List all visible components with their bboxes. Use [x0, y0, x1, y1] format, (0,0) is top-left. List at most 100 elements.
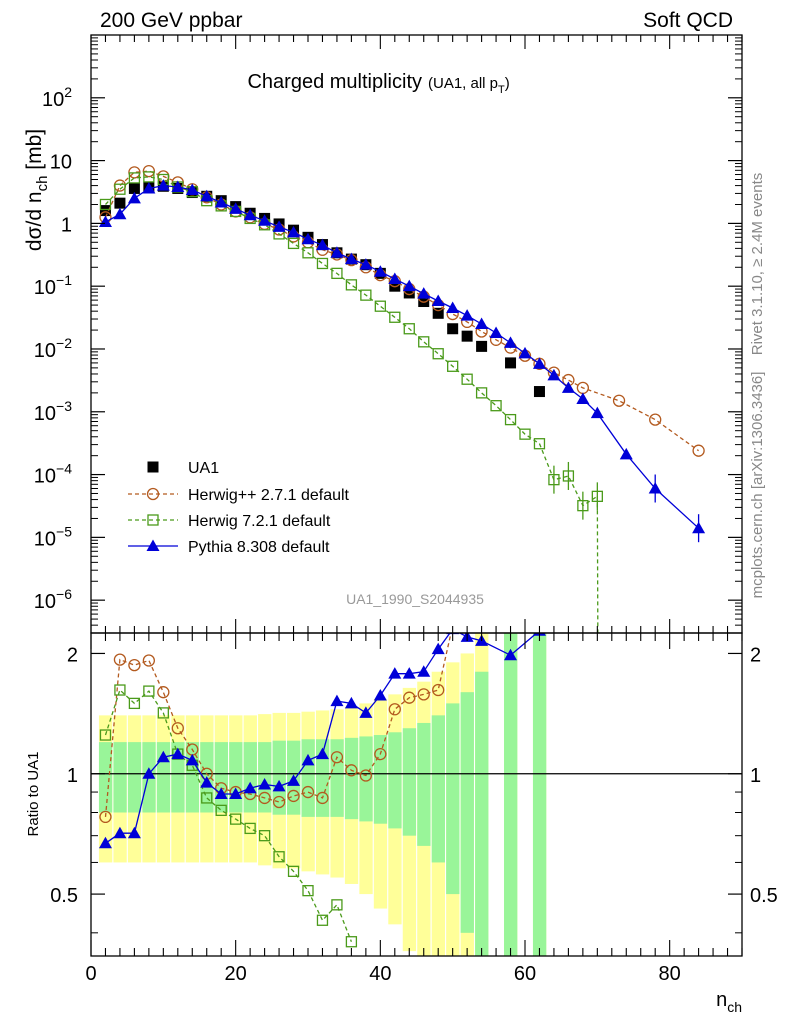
- band-inner-segment: [417, 722, 431, 846]
- header-left: 200 GeV ppbar: [100, 9, 242, 32]
- pythia-ratio-point: [127, 826, 141, 839]
- data-point: [99, 205, 111, 217]
- pythia-point: [417, 287, 431, 299]
- data-point: [432, 307, 444, 319]
- band-inner-segment: [258, 742, 272, 813]
- y-tick-label: 102: [42, 84, 72, 111]
- pythia-point: [547, 368, 561, 381]
- pythia-point: [489, 326, 503, 338]
- herwig7-point: [490, 400, 502, 412]
- ratio-axes: 0.5 0.51 12 20 20 40 60 80: [50, 633, 778, 985]
- y-tick-label: 10−5: [34, 523, 72, 550]
- pythia-ratio-point: [301, 753, 315, 766]
- x-axis-label: nch: [716, 989, 742, 1015]
- pythia-ratio-point: [200, 776, 214, 788]
- herwig7-point: [475, 387, 488, 399]
- pythia-point: [561, 381, 575, 393]
- herwig7-point: [302, 247, 314, 259]
- pythia-point: [315, 238, 329, 251]
- pythia-point: [388, 272, 402, 285]
- y-tick-label: 1: [61, 214, 72, 236]
- herwig7-point: [316, 257, 329, 270]
- band-inner-segment: [113, 742, 127, 813]
- y-tick-label: 10−6: [34, 586, 72, 613]
- band-inner-segment: [330, 739, 344, 817]
- x-tick-label: 60: [514, 963, 536, 985]
- pythia-ratio-point: [185, 753, 199, 766]
- pythia-point: [344, 252, 358, 265]
- y-tick-base: 10: [34, 340, 56, 362]
- ratio-y-axis-label: Ratio to UA1: [25, 751, 42, 836]
- herwigpp-point: [692, 444, 705, 457]
- pythia-point: [431, 294, 445, 307]
- herwig7-legend-marker: [147, 514, 159, 526]
- herwig7-legend-label: Herwig 7.2.1 default: [188, 513, 331, 530]
- herwigpp-ratio-point: [345, 764, 358, 777]
- band-inner-segment: [344, 737, 359, 820]
- band-inner-segment: [388, 732, 402, 829]
- ratio-frame: [90, 632, 743, 957]
- band-inner-segment: [359, 736, 373, 822]
- band-inner-segment: [301, 739, 315, 817]
- band-inner-segment: [373, 735, 388, 824]
- header-right: Soft QCD: [643, 9, 733, 32]
- side-label-top: Rivet 3.1.10, ≥ 2.4M events: [749, 173, 766, 356]
- pythia-point: [142, 181, 156, 194]
- y-tick-label: 10: [50, 152, 72, 174]
- y-tick-exp: 2: [64, 84, 72, 100]
- herwig7-point: [114, 183, 126, 195]
- herwigpp-point: [142, 164, 156, 178]
- herwig7-point: [504, 413, 517, 426]
- chart-title-note-end: ): [505, 75, 510, 92]
- band-inner-segment: [475, 671, 489, 956]
- x-tick-label: 20: [225, 963, 247, 985]
- x-tick-label: 80: [659, 963, 681, 985]
- y-tick-base: 10: [34, 403, 56, 425]
- herwigpp-ratio-point: [113, 653, 127, 666]
- chart-title-note-text: (UA1, all p: [428, 75, 498, 92]
- band-inner-segment: [504, 633, 518, 956]
- analysis-watermark: UA1_1990_S2044935: [346, 591, 484, 607]
- data-point: [418, 296, 430, 308]
- chart-title-note-sub: T: [498, 84, 505, 96]
- data-point: [114, 197, 126, 209]
- ratio-y-tick-label-right: 1: [750, 765, 761, 787]
- herwigpp-ratio-point: [171, 722, 184, 735]
- data-point: [403, 287, 415, 299]
- ratio-uncertainty-band: [98, 633, 547, 956]
- band-inner-segment: [532, 633, 547, 956]
- y-tick-exp: −5: [56, 523, 72, 539]
- chart-title: Charged multiplicity: [247, 71, 422, 93]
- herwig7-ratio-point: [287, 865, 300, 877]
- herwigpp-ratio-point: [316, 791, 329, 805]
- pythia-ratio-point: [171, 747, 185, 760]
- pythia-ratio-point: [98, 836, 112, 849]
- pythia-ratio-point: [344, 696, 358, 709]
- herwigpp-ratio-point: [301, 785, 315, 799]
- herwig7-ratio-point: [316, 914, 329, 926]
- x-tick-label: 40: [369, 963, 391, 985]
- pythia-point: [113, 207, 127, 220]
- herwig7-point: [418, 336, 430, 348]
- herwigpp-ratio-point: [287, 789, 300, 803]
- herwig7-ratio-point: [99, 729, 112, 741]
- pythia-point: [460, 309, 474, 321]
- pythia-ratio-point: [287, 774, 301, 786]
- pythia-ratio-point: [214, 787, 228, 799]
- pythia-ratio-point: [373, 688, 387, 701]
- pythia-point: [590, 406, 604, 419]
- band-inner-segment: [272, 740, 286, 815]
- herwig7-point: [461, 373, 473, 385]
- y-tick-exp: −1: [56, 272, 72, 288]
- pythia-point: [171, 180, 185, 192]
- herwig7-point: [345, 279, 358, 291]
- x-axis-label-main: n: [716, 989, 727, 1011]
- herwig7-point: [128, 172, 141, 184]
- herwig7-ratio-point: [143, 685, 155, 697]
- data-point: [505, 357, 517, 369]
- y-tick-base: 10: [50, 152, 72, 174]
- pythia-point: [619, 447, 633, 460]
- herwig7-ratio-point: [114, 684, 126, 696]
- pythia-ratio-point: [402, 667, 416, 679]
